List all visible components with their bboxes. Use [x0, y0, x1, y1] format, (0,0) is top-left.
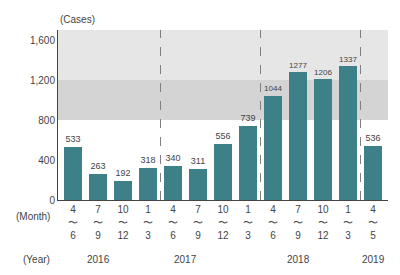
svg-text:2018: 2018 — [287, 254, 310, 265]
svg-text:536: 536 — [365, 133, 380, 143]
svg-text:340: 340 — [165, 153, 180, 163]
svg-text:1044: 1044 — [264, 84, 282, 93]
svg-text:739: 739 — [240, 113, 255, 123]
svg-text:1〜3: 1〜3 — [243, 204, 253, 241]
svg-text:10〜12: 10〜12 — [217, 204, 229, 241]
svg-text:0: 0 — [49, 195, 55, 206]
svg-text:7〜9: 7〜9 — [193, 204, 203, 241]
svg-text:10〜12: 10〜12 — [117, 204, 129, 241]
svg-text:800: 800 — [38, 115, 55, 126]
svg-text:10〜12: 10〜12 — [317, 204, 329, 241]
svg-text:263: 263 — [90, 161, 105, 171]
svg-text:1337: 1337 — [339, 55, 357, 64]
svg-text:4〜6: 4〜6 — [68, 204, 78, 241]
svg-text:(Cases): (Cases) — [60, 14, 95, 25]
svg-text:1206: 1206 — [314, 68, 332, 77]
svg-text:533: 533 — [65, 134, 80, 144]
svg-text:(Month): (Month) — [16, 211, 50, 222]
svg-text:400: 400 — [38, 155, 55, 166]
svg-text:4〜5: 4〜5 — [368, 204, 378, 241]
svg-text:1〜3: 1〜3 — [143, 204, 153, 241]
svg-text:7〜9: 7〜9 — [93, 204, 103, 241]
svg-text:192: 192 — [115, 168, 130, 178]
svg-text:2016: 2016 — [87, 254, 110, 265]
svg-text:1〜3: 1〜3 — [343, 204, 353, 241]
svg-text:311: 311 — [191, 156, 205, 166]
svg-text:4〜6: 4〜6 — [268, 204, 278, 241]
svg-text:1277: 1277 — [289, 61, 307, 70]
svg-text:7〜9: 7〜9 — [293, 204, 303, 241]
svg-text:2017: 2017 — [174, 254, 197, 265]
svg-text:(Year): (Year) — [23, 254, 50, 265]
svg-text:556: 556 — [215, 131, 230, 141]
svg-text:1,600: 1,600 — [30, 35, 55, 46]
svg-text:1,200: 1,200 — [30, 75, 55, 86]
svg-text:2019: 2019 — [362, 254, 385, 265]
svg-text:318: 318 — [140, 155, 155, 165]
svg-text:4〜6: 4〜6 — [168, 204, 178, 241]
